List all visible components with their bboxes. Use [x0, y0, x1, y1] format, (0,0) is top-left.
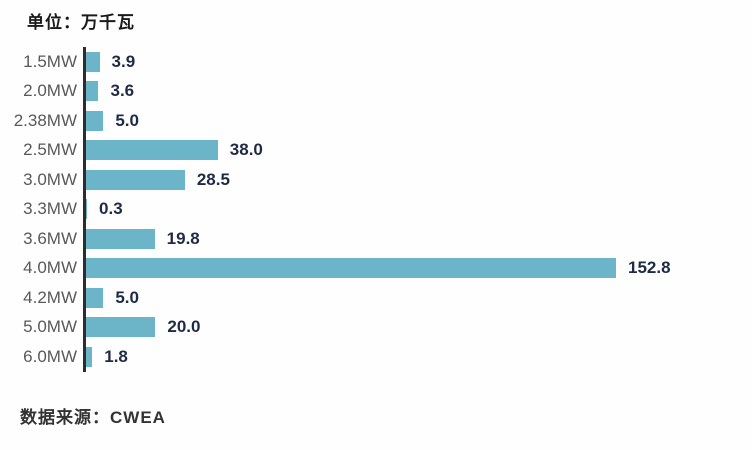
plot-area: 38.0 — [83, 135, 752, 165]
value-label: 152.8 — [628, 258, 671, 278]
chart-row: 6.0MW 1.8 — [0, 342, 752, 372]
bar — [86, 169, 185, 190]
plot-area: 28.5 — [83, 165, 752, 195]
category-label: 3.6MW — [23, 228, 77, 248]
category-label: 5.0MW — [23, 317, 77, 337]
bar-chart: 1.5MW 3.9 2.0MW 3.6 2.38MW 5.0 2.5MW — [0, 47, 752, 372]
plot-area: 0.3 — [83, 194, 752, 224]
value-label: 5.0 — [115, 287, 139, 307]
category-label: 6.0MW — [23, 346, 77, 366]
value-label: 0.3 — [99, 199, 123, 219]
data-source-note: 数据来源：CWEA — [20, 408, 166, 427]
category-label: 3.0MW — [23, 169, 77, 189]
category-label: 4.0MW — [23, 258, 77, 278]
bar — [86, 287, 104, 308]
value-label: 28.5 — [196, 169, 230, 189]
plot-area: 5.0 — [83, 106, 752, 136]
bar — [86, 346, 93, 367]
chart-row: 3.3MW 0.3 — [0, 194, 752, 224]
category-label: 4.2MW — [23, 287, 77, 307]
chart-row: 2.0MW 3.6 — [0, 76, 752, 106]
chart-row: 4.0MW 152.8 — [0, 253, 752, 283]
bar — [86, 51, 100, 72]
value-label: 20.0 — [167, 317, 201, 337]
bar — [86, 228, 155, 249]
chart-row: 2.38MW 5.0 — [0, 106, 752, 136]
chart-row: 3.6MW 19.8 — [0, 224, 752, 254]
chart-unit-title: 单位：万千瓦 — [27, 13, 135, 32]
value-label: 3.9 — [111, 51, 136, 71]
bar — [86, 317, 156, 338]
plot-area: 5.0 — [83, 283, 752, 313]
chart-row: 5.0MW 20.0 — [0, 312, 752, 342]
chart-row: 4.2MW 5.0 — [0, 283, 752, 313]
value-label: 38.0 — [229, 140, 263, 160]
plot-area: 19.8 — [83, 224, 752, 254]
bar — [86, 258, 616, 279]
value-label: 19.8 — [166, 228, 200, 248]
plot-area: 3.9 — [83, 47, 752, 77]
bar — [86, 110, 104, 131]
bar — [86, 140, 218, 161]
value-label: 5.0 — [115, 110, 139, 130]
category-label: 3.3MW — [23, 199, 77, 219]
chart-row: 3.0MW 28.5 — [0, 165, 752, 195]
chart-row: 1.5MW 3.9 — [0, 47, 752, 77]
category-label: 1.5MW — [23, 51, 77, 71]
value-label: 3.6 — [110, 81, 135, 101]
bar — [86, 81, 99, 102]
plot-area: 152.8 — [83, 253, 752, 283]
category-label: 2.5MW — [23, 140, 77, 160]
bar — [86, 199, 88, 220]
category-label: 2.38MW — [13, 110, 77, 130]
chart-row: 2.5MW 38.0 — [0, 135, 752, 165]
plot-area: 3.6 — [83, 76, 752, 106]
value-label: 1.8 — [104, 346, 128, 366]
plot-area: 1.8 — [83, 342, 752, 372]
plot-area: 20.0 — [83, 312, 752, 342]
category-label: 2.0MW — [23, 81, 77, 101]
